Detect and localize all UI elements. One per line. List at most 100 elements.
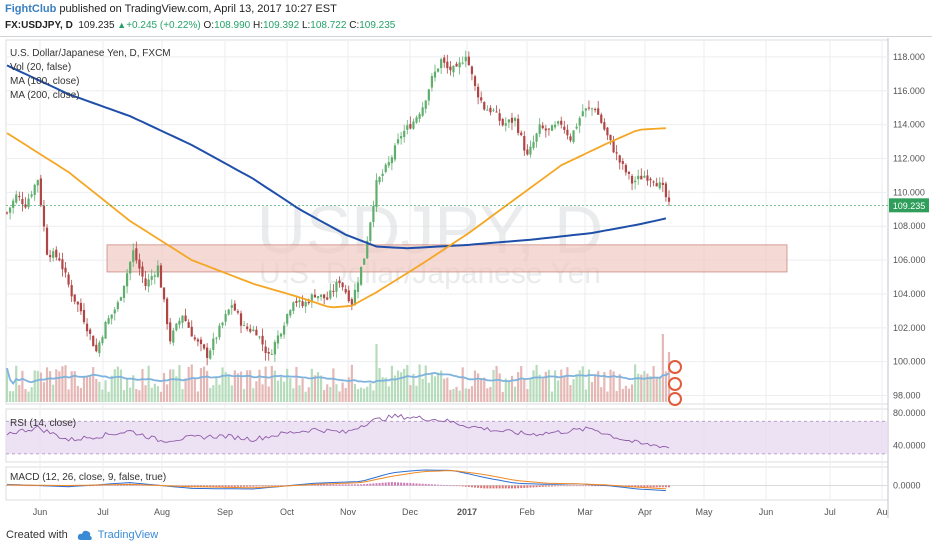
volume-bar — [470, 386, 474, 402]
macd-line — [6, 469, 666, 492]
volume-bar — [156, 386, 159, 402]
candle-body — [443, 57, 446, 63]
price-tick-label: 114.000 — [893, 120, 925, 130]
price-tick-label: 102.000 — [893, 323, 926, 333]
candle-body — [578, 118, 581, 126]
publisher-name[interactable]: FightClub — [5, 3, 57, 15]
candle-body — [480, 97, 483, 101]
candle-body — [363, 258, 366, 265]
volume-bar — [560, 369, 563, 402]
macd-histogram-bar — [347, 484, 350, 486]
macd-histogram-bar — [30, 485, 33, 487]
volume-bar — [116, 366, 119, 402]
macd-histogram-bar — [526, 485, 529, 488]
macd-histogram-bar — [344, 484, 347, 486]
macd-histogram-bar — [363, 484, 366, 486]
macd-histogram-bar — [326, 484, 329, 486]
volume-bar — [15, 365, 18, 402]
candle-body — [433, 71, 437, 78]
volume-bar — [264, 366, 267, 402]
macd-histogram-bar — [415, 483, 418, 486]
macd-histogram-bar — [581, 485, 584, 487]
time-tick-label: Oct — [280, 507, 295, 517]
event-flag-icon[interactable] — [668, 377, 682, 391]
chart-title: U.S. Dollar/Japanese Yen, D, FXCM — [10, 48, 171, 59]
macd-histogram-bar — [578, 485, 581, 487]
volume-bar — [249, 370, 252, 402]
macd-histogram-bar — [517, 485, 520, 489]
volume-bar — [36, 370, 39, 402]
macd-histogram-bar — [397, 482, 400, 486]
volume-bar — [319, 375, 323, 402]
candle-body — [313, 294, 317, 298]
price-tick-label: 104.000 — [893, 289, 926, 299]
candle-body — [467, 56, 470, 66]
candle-body — [276, 335, 280, 344]
volume-bar — [634, 364, 637, 402]
volume-bar — [175, 376, 178, 402]
macd-histogram-bar — [264, 485, 267, 487]
candle-body — [486, 109, 489, 111]
candle-body — [652, 181, 655, 183]
volume-bar — [261, 384, 264, 402]
candle-body — [550, 125, 554, 131]
candle-body — [49, 255, 52, 258]
candle-body — [138, 259, 141, 269]
candle-body — [76, 301, 79, 305]
volume-bar — [286, 368, 289, 402]
high-label: H: — [253, 20, 263, 31]
volume-bar — [356, 388, 360, 402]
candle-body — [393, 145, 397, 160]
support-resistance-zone[interactable] — [106, 244, 788, 273]
macd-histogram-bar — [427, 484, 430, 486]
macd-histogram-bar — [24, 485, 27, 487]
macd-histogram-bar — [560, 485, 563, 487]
volume-bar — [575, 374, 578, 402]
macd-histogram-bar — [270, 485, 273, 487]
candle-body — [347, 290, 350, 302]
candle-body — [532, 141, 535, 148]
volume-bar — [400, 372, 403, 402]
candle-body — [30, 194, 33, 197]
candle-body — [649, 178, 652, 181]
candle-body — [224, 314, 227, 322]
macd-title: MACD (12, 26, close, 9, false, true) — [10, 472, 166, 483]
volume-bar — [227, 374, 230, 402]
price-chart[interactable]: USDJPY, D U.S. Dollar/Japanese Yen 118.0… — [0, 38, 932, 523]
candle-body — [129, 261, 132, 274]
tradingview-brand-link[interactable]: TradingView — [97, 529, 159, 541]
candle-body — [239, 313, 243, 326]
candle-body — [495, 111, 498, 113]
volume-bar — [649, 375, 652, 402]
candle-body — [378, 177, 381, 183]
candle-body — [249, 328, 252, 332]
volume-bar — [141, 369, 144, 402]
price-tick-label: 106.000 — [893, 255, 926, 265]
volume-bar — [110, 375, 113, 402]
macd-histogram-bar — [360, 484, 363, 486]
candle-body — [372, 206, 375, 223]
macd-histogram-bar — [470, 485, 473, 488]
macd-histogram-bar — [261, 485, 264, 487]
macd-histogram-bar — [101, 485, 104, 486]
candle-body — [153, 275, 156, 277]
candle-body — [541, 125, 544, 129]
volume-bar — [486, 388, 489, 402]
time-tick-label: Aug — [154, 507, 170, 517]
macd-histogram-bar — [594, 485, 597, 487]
volume-bar — [375, 344, 378, 402]
event-flag-icon[interactable] — [668, 392, 682, 406]
volume-bar — [584, 389, 587, 402]
event-flag-icon[interactable] — [668, 360, 682, 374]
candle-body — [612, 141, 615, 153]
volume-bar — [455, 386, 458, 402]
macd-histogram-bar — [520, 485, 523, 489]
candle-body — [24, 204, 27, 208]
time-tick-label: May — [695, 507, 713, 517]
macd-histogram-bar — [393, 482, 396, 486]
candle-body — [603, 122, 606, 130]
price-tick-label: 116.000 — [893, 86, 925, 96]
event-markers[interactable] — [668, 360, 682, 406]
candle-body — [283, 325, 286, 335]
volume-bar — [301, 378, 304, 402]
